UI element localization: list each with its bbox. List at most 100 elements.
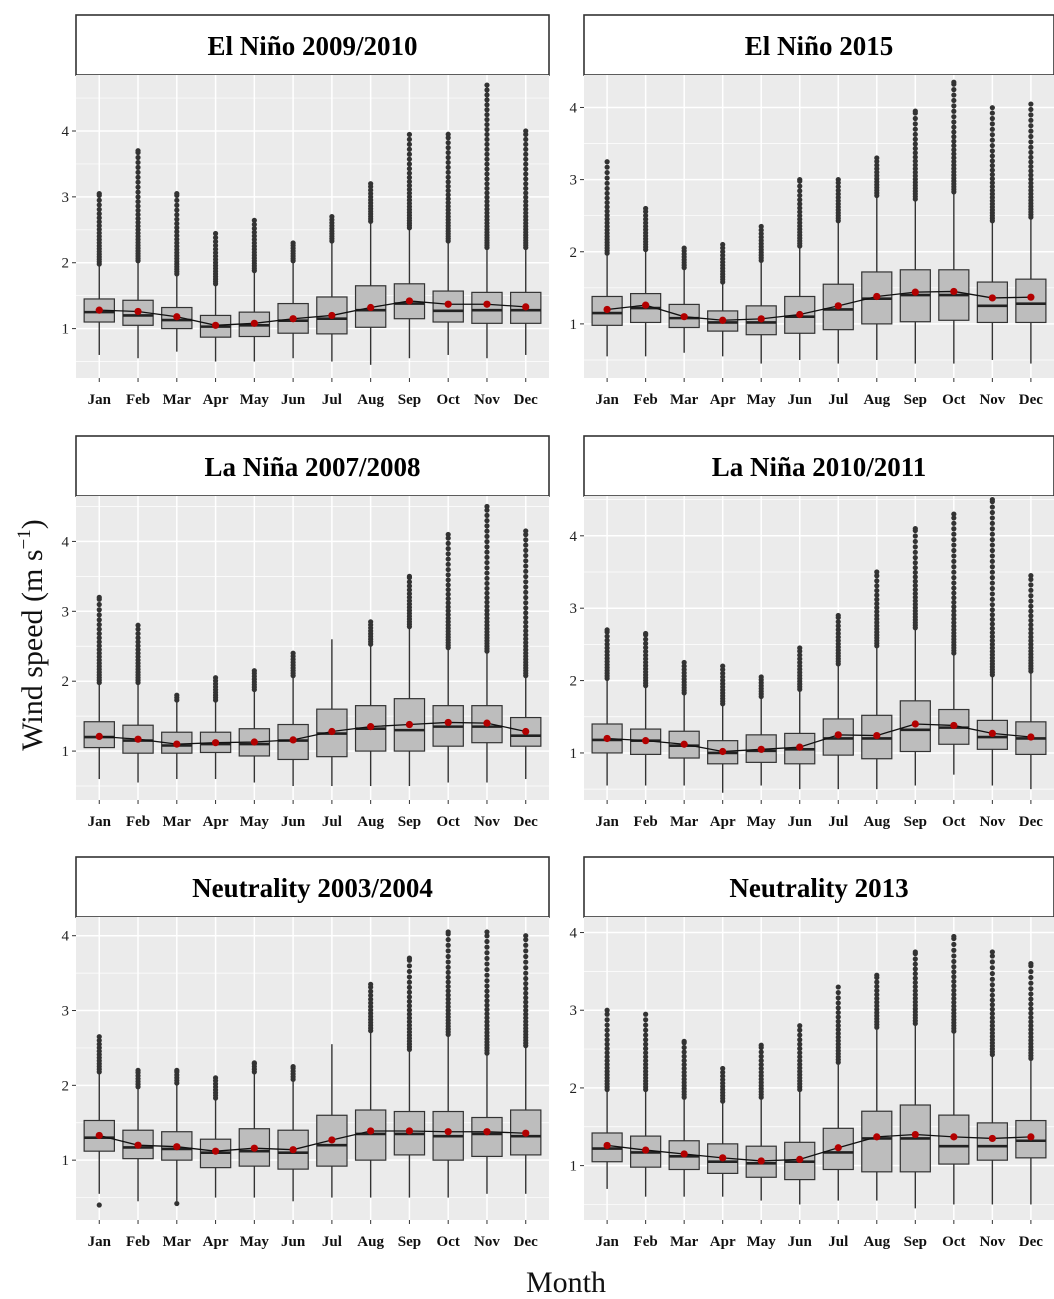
mean-point [134,307,142,316]
outlier-point [989,634,995,640]
mean-point [173,740,181,748]
outlier-point [523,610,529,616]
outlier-point [484,82,490,88]
mean-point [1027,293,1035,301]
outlier-point [989,137,995,143]
outlier-point [1028,573,1034,579]
outlier-point [251,221,257,228]
mean-point [328,727,336,736]
y-tick-label: 2 [570,1081,578,1097]
outlier-point [484,559,490,566]
outlier-point [951,995,957,1002]
outlier-point [643,1046,649,1052]
outlier-point [484,1022,490,1029]
outlier-point [989,970,995,977]
y-tick-label: 2 [62,1078,70,1094]
x-tick-label: May [747,392,777,408]
box-jul [822,612,854,790]
outlier-point [989,167,995,173]
box-oct [432,531,464,783]
outlier-point [135,643,141,649]
outlier-point [912,975,918,981]
outlier-point [445,192,451,198]
outlier-point [835,623,841,629]
outlier-point [406,161,413,167]
outlier-point [1028,996,1034,1002]
outlier-point [135,179,141,185]
iqr-box [510,291,542,324]
mean-point [405,1127,414,1135]
outlier-point [604,195,610,201]
y-tick-label: 3 [62,1004,70,1020]
outlier-point [951,978,957,985]
outlier-point [758,1053,764,1059]
outlier-point [720,252,726,258]
mean-point [95,732,103,741]
outlier-point [989,1011,995,1017]
outlier-point [135,194,141,200]
x-tick-label: Mar [670,1234,699,1250]
box-jun [784,1023,816,1205]
mean-point [796,1155,804,1163]
outlier-point [951,580,957,586]
x-tick-label: Oct [942,392,965,408]
outlier-point [912,979,918,986]
outlier-point [874,583,880,589]
outlier-point [523,643,529,649]
outlier-point [251,668,257,674]
outlier-point [1028,144,1034,150]
mean-point [367,1127,375,1135]
x-tick-label: Sep [398,392,421,408]
outlier-point [484,585,490,592]
outlier-point [989,153,995,159]
outlier-point [797,188,803,194]
mean-point [988,1134,996,1143]
outlier-point [484,194,490,200]
outlier-point [604,1007,610,1013]
outlier-point [797,656,803,662]
outlier-point [174,190,180,197]
x-tick-label: Oct [942,1234,965,1250]
y-tick-label: 4 [570,100,578,116]
outlier-point [604,180,610,186]
outlier-point [484,575,490,581]
x-tick-label: Apr [710,814,736,830]
outlier-point [951,547,957,554]
mean-point [289,736,297,744]
outlier-point [643,652,649,658]
x-tick-label: Jan [595,814,619,830]
outlier-point [989,515,995,521]
outlier-point [135,159,141,166]
outlier-point [523,558,529,564]
outlier-point [212,239,219,245]
mean-point [757,1157,765,1165]
outlier-point [484,988,490,994]
outlier-point [484,533,490,539]
outlier-point [484,102,490,108]
outlier-point [835,1034,841,1040]
outlier-point [1028,1027,1034,1033]
outlier-point [96,639,102,645]
outlier-point [445,188,451,194]
outlier-point [523,185,529,192]
x-tick-label: Sep [398,814,421,830]
x-tick-label: Jan [595,392,619,408]
outlier-point [989,949,995,955]
x-tick-label: Sep [904,1234,927,1250]
outlier-point [445,566,451,573]
mean-point [950,1133,958,1141]
outlier-point [445,615,451,621]
outlier-point [989,575,995,581]
outlier-point [484,87,490,93]
box-aug [861,569,893,790]
outlier-point [1028,123,1034,129]
outlier-point [912,966,918,972]
outlier-point [1028,112,1034,118]
box-nov [976,105,1008,360]
panel-2: El Niño 2015 1 2 3 4 Jan Feb Mar Apr May Jun Jul Aug… [570,14,1054,408]
y-tick-label: 1 [570,746,578,762]
outlier-point [484,156,490,162]
x-tick-label: Mar [163,1234,192,1250]
outlier-point [604,1046,610,1052]
outlier-point [681,1049,687,1055]
